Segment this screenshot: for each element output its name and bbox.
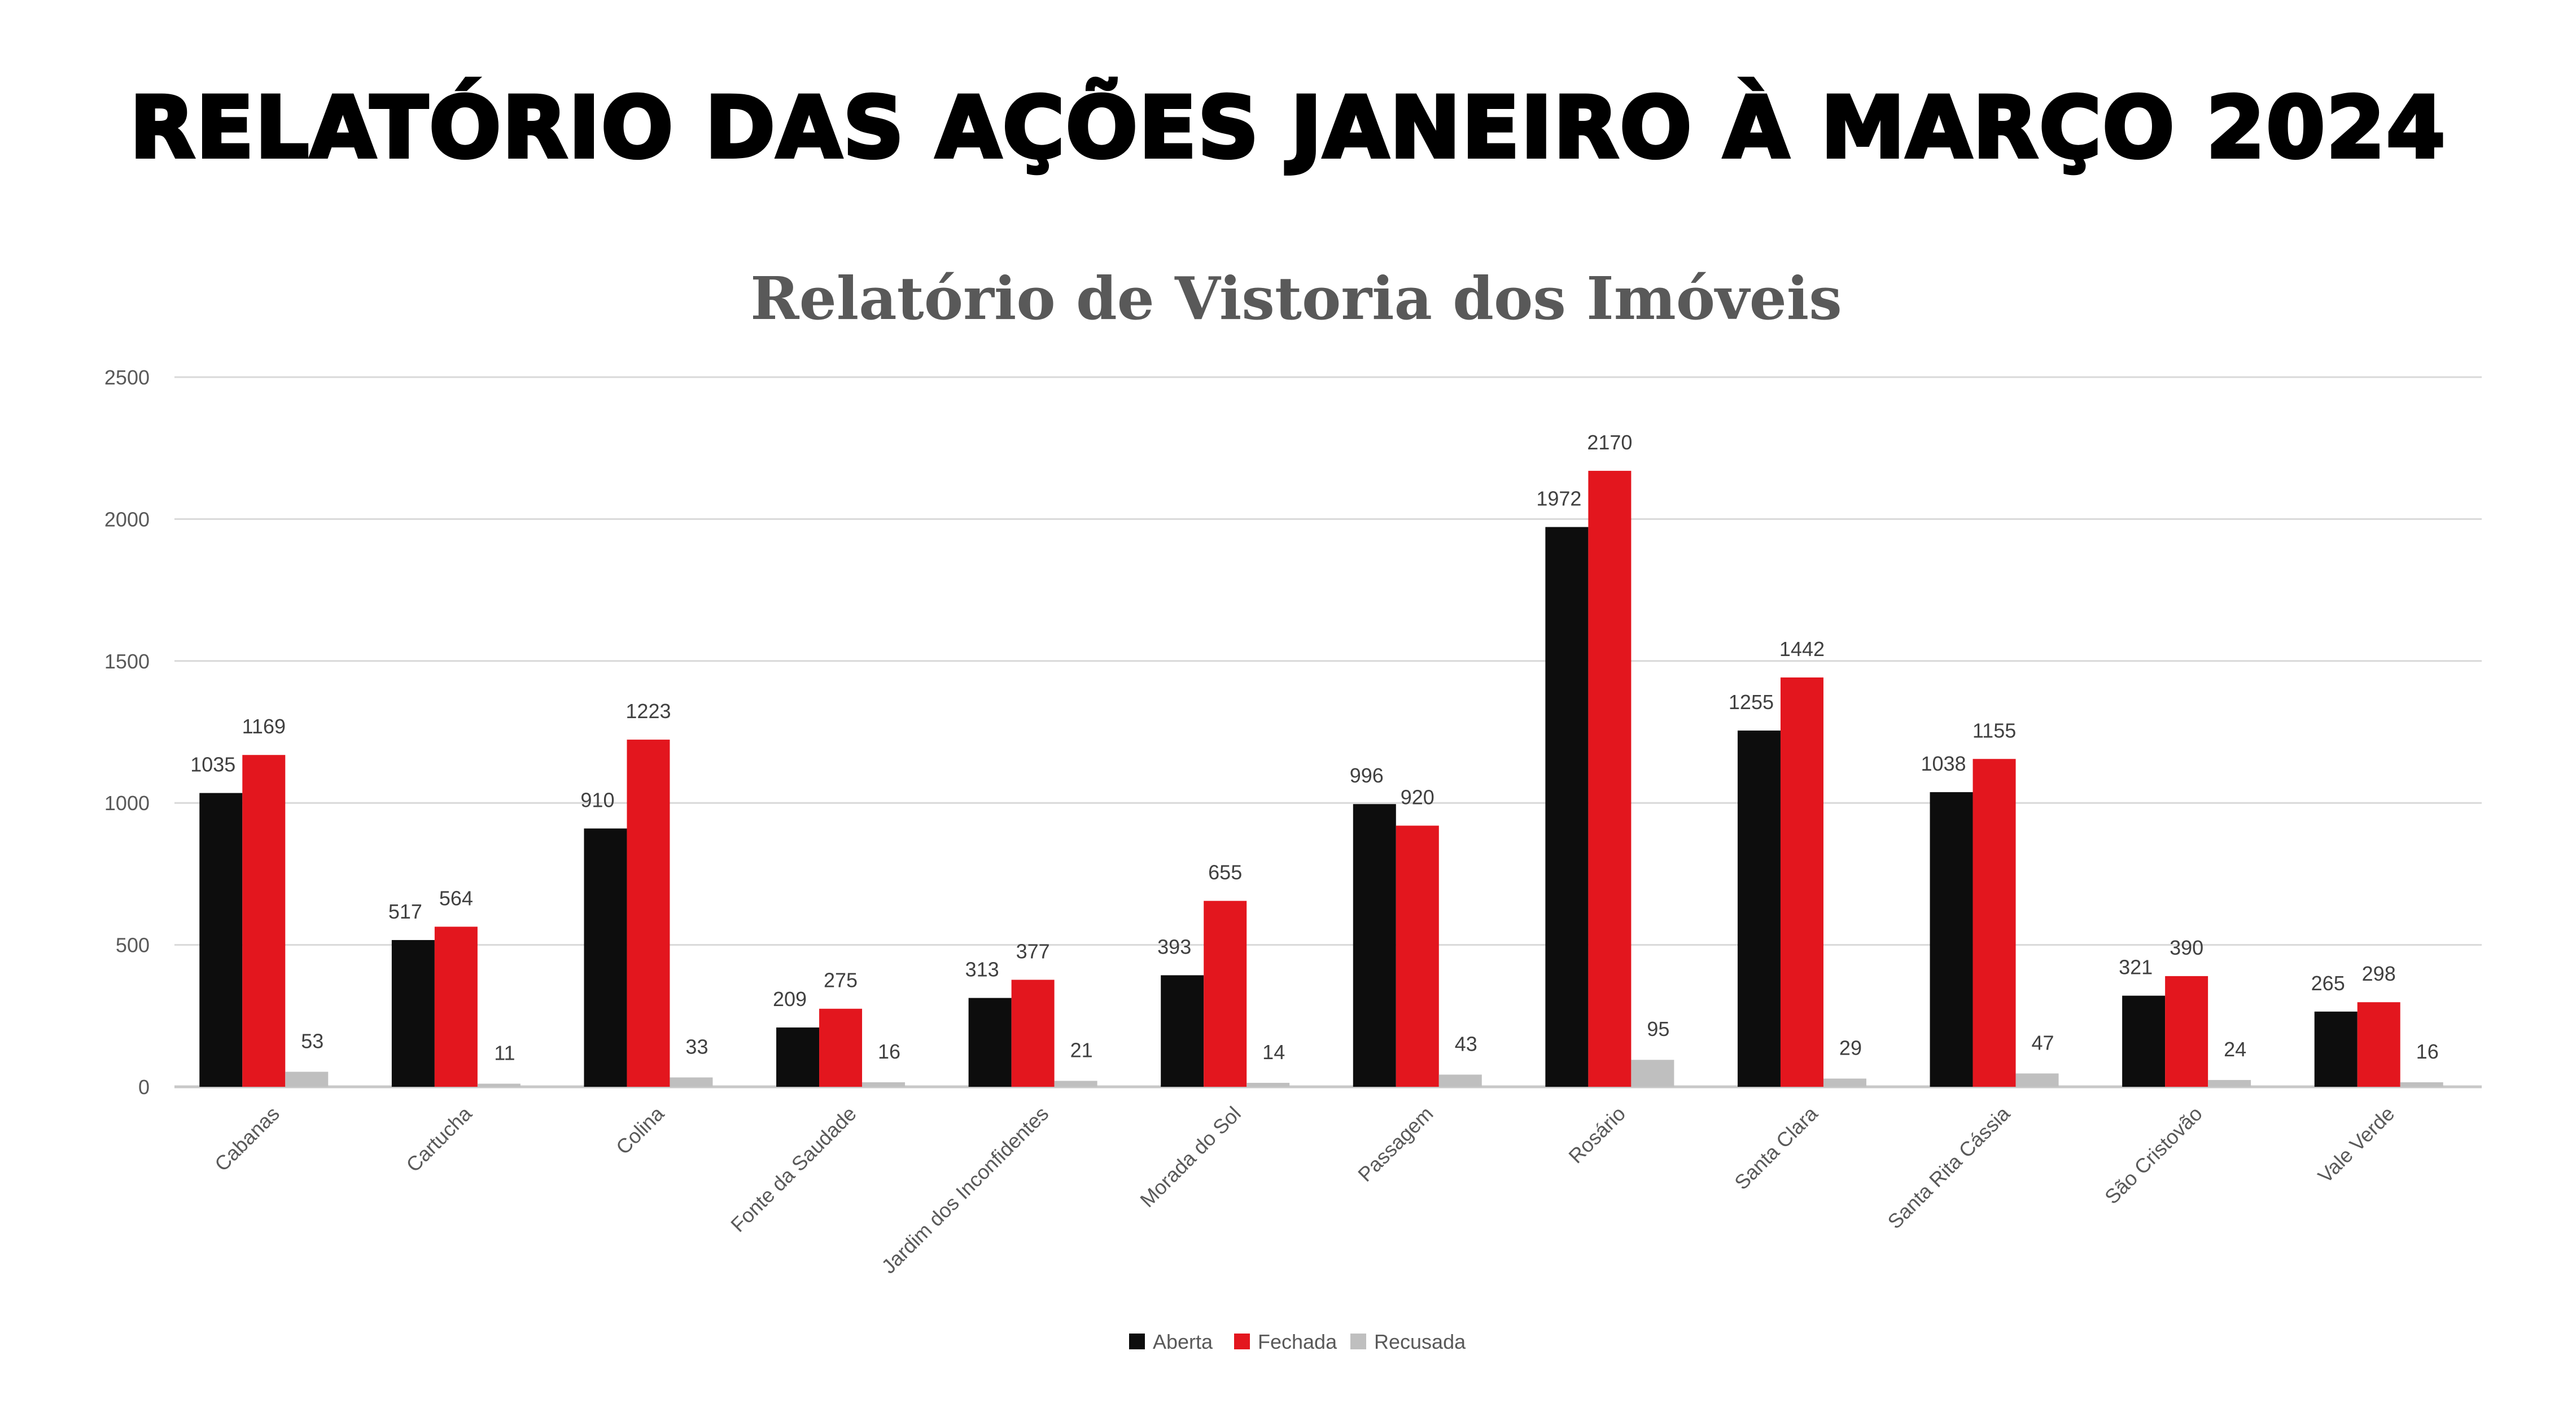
legend-label: Aberta (1153, 1330, 1213, 1353)
bar-fechada (2357, 1002, 2400, 1087)
legend-swatch-recusada (1350, 1334, 1366, 1349)
legend-swatch-fechada (1234, 1334, 1250, 1349)
data-label: 564 (439, 886, 473, 910)
y-tick-label: 1000 (104, 792, 150, 815)
x-tick-label: Santa Rita Cássia (1883, 1101, 2014, 1233)
data-label: 16 (878, 1040, 900, 1063)
bar-aberta (776, 1027, 820, 1087)
data-label: 655 (1208, 861, 1242, 884)
data-label: 47 (2032, 1031, 2054, 1054)
data-label: 33 (685, 1035, 708, 1058)
bar-fechada (242, 755, 286, 1087)
bar-fechada (1588, 470, 1632, 1087)
legend-swatch-aberta (1129, 1334, 1145, 1349)
bar-recusada (1247, 1082, 1290, 1087)
data-label: 1972 (1536, 487, 1581, 510)
bar-aberta (2314, 1011, 2358, 1087)
data-label: 14 (1262, 1041, 1285, 1064)
x-tick-label: Colina (611, 1101, 669, 1159)
bar-fechada (2165, 976, 2208, 1087)
data-label: 996 (1350, 764, 1384, 787)
data-label: 313 (965, 958, 999, 981)
bar-aberta (968, 998, 1012, 1087)
bar-aberta (199, 793, 243, 1087)
data-label: 265 (2311, 972, 2345, 995)
bar-aberta (1161, 975, 1204, 1087)
bar-fechada (1204, 900, 1247, 1087)
bar-fechada (1396, 825, 1439, 1087)
data-label: 321 (2119, 956, 2153, 979)
bar-aberta (1930, 792, 1973, 1087)
x-tick-label: Cabanas (210, 1102, 284, 1176)
y-tick-label: 2500 (104, 366, 150, 389)
bar-aberta (1353, 804, 1396, 1087)
data-label: 393 (1157, 935, 1191, 958)
data-label: 209 (773, 987, 807, 1011)
bar-fechada (1973, 759, 2016, 1087)
page-title: RELATÓRIO DAS AÇÕES JANEIRO À MARÇO 2024 (128, 77, 2447, 179)
data-label: 377 (1016, 939, 1050, 963)
data-label: 298 (2362, 962, 2396, 985)
bar-aberta (1737, 730, 1781, 1087)
data-label: 24 (2224, 1038, 2246, 1061)
x-tick-label: Passagem (1353, 1102, 1437, 1186)
bar-recusada (670, 1077, 713, 1087)
bar-recusada (2208, 1079, 2251, 1087)
x-tick-label: São Cristovão (2100, 1102, 2207, 1209)
bar-recusada (1054, 1081, 1097, 1087)
x-tick-label: Vale Verde (2313, 1102, 2399, 1188)
x-tick-label: Santa Clara (1730, 1101, 1822, 1194)
data-label: 16 (2416, 1040, 2439, 1063)
bar-fechada (1780, 677, 1823, 1087)
bar-fechada (627, 740, 670, 1087)
data-label: 1155 (1973, 719, 2016, 742)
data-label: 1255 (1729, 690, 1774, 714)
bar-fechada (819, 1008, 863, 1087)
data-label: 517 (388, 900, 422, 923)
data-label: 43 (1455, 1032, 1477, 1055)
bar-recusada (2400, 1082, 2443, 1087)
data-label: 910 (580, 788, 614, 811)
x-tick-label: Rosário (1564, 1102, 1630, 1168)
bar-recusada (1823, 1078, 1866, 1087)
bar-recusada (285, 1072, 329, 1087)
bar-fechada (434, 926, 478, 1087)
data-label: 53 (301, 1029, 323, 1052)
data-label: 275 (824, 969, 858, 992)
data-label: 2170 (1587, 431, 1632, 454)
data-label: 1035 (190, 753, 235, 776)
data-label: 1223 (626, 700, 671, 723)
data-label: 29 (1839, 1036, 1862, 1059)
legend-label: Fechada (1258, 1330, 1337, 1353)
data-label: 95 (1647, 1017, 1669, 1041)
x-tick-label: Cartucha (401, 1101, 476, 1177)
bar-aberta (1545, 527, 1589, 1087)
data-label: 1442 (1779, 637, 1825, 661)
legend-label: Recusada (1374, 1330, 1466, 1353)
y-tick-label: 500 (116, 934, 150, 957)
data-label: 1038 (1921, 752, 1966, 775)
x-tick-label: Morada do Sol (1135, 1102, 1245, 1212)
bar-recusada (477, 1083, 521, 1087)
bar-recusada (2015, 1073, 2059, 1087)
x-tick-label: Jardim dos Inconfidentes (877, 1102, 1053, 1278)
data-label: 11 (494, 1041, 515, 1064)
y-tick-label: 1500 (104, 650, 150, 673)
bar-recusada (862, 1082, 906, 1087)
data-label: 21 (1070, 1038, 1093, 1061)
bar-aberta (584, 828, 627, 1087)
y-tick-label: 2000 (104, 508, 150, 531)
x-tick-label: Fonte da Saudade (726, 1102, 860, 1236)
bar-recusada (1438, 1074, 1482, 1087)
data-label: 920 (1401, 785, 1434, 808)
bar-aberta (391, 940, 435, 1087)
data-label: 390 (2170, 936, 2203, 959)
bar-recusada (1631, 1060, 1674, 1087)
bar-aberta (2122, 995, 2166, 1087)
bar-fechada (1011, 980, 1055, 1087)
y-tick-label: 0 (138, 1076, 150, 1099)
chart-title: Relatório de Vistoria dos Imóveis (750, 264, 1842, 333)
data-label: 1169 (242, 715, 286, 738)
